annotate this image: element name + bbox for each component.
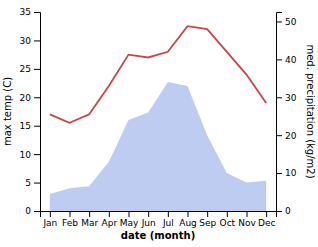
tick-label: 10 bbox=[285, 168, 297, 178]
tick-mark bbox=[109, 211, 110, 217]
y2-axis: 0 10 20 30 40 50 bbox=[276, 13, 297, 217]
tick-label: May bbox=[120, 218, 139, 228]
tick: May bbox=[120, 211, 139, 228]
tick-mark bbox=[266, 211, 267, 217]
tick: Jul bbox=[162, 211, 174, 228]
tick-label: 0 bbox=[25, 206, 31, 216]
tick-label: 50 bbox=[285, 17, 297, 27]
plot: Jan FebMar AprMayJun Jul AugSep OctNovDec 0 5 10… bbox=[20, 7, 297, 228]
tick-label: 25 bbox=[20, 64, 31, 74]
tick: Nov bbox=[238, 211, 256, 228]
tick: Jan bbox=[42, 211, 57, 228]
tick-label: Jun bbox=[141, 218, 156, 228]
tick: 15 bbox=[20, 121, 40, 131]
tick-mark bbox=[34, 126, 40, 127]
x-axis: Jan FebMar AprMayJun Jul AugSep OctNovDec bbox=[41, 211, 277, 228]
tick: 10 bbox=[276, 168, 297, 178]
tick-mark bbox=[207, 211, 208, 217]
tick-label: 15 bbox=[20, 121, 31, 131]
tick: 0 bbox=[25, 206, 40, 216]
tick-mark bbox=[34, 211, 40, 212]
tick-mark bbox=[276, 97, 282, 98]
tick: 50 bbox=[276, 17, 297, 27]
tick: 20 bbox=[276, 131, 297, 141]
tick: 10 bbox=[20, 150, 40, 160]
tick-mark bbox=[227, 211, 228, 217]
tick-label: Mar bbox=[81, 218, 98, 228]
temperature-line bbox=[50, 26, 266, 123]
axis-line bbox=[34, 13, 41, 212]
tick: 20 bbox=[20, 93, 40, 103]
tick-mark bbox=[34, 154, 40, 155]
axis-line bbox=[41, 212, 277, 218]
tick-label: 0 bbox=[285, 206, 291, 216]
tick: 35 bbox=[20, 7, 40, 17]
tick: 0 bbox=[276, 206, 291, 216]
precipitation-area bbox=[50, 82, 266, 211]
x-axis-title: date (month) bbox=[121, 230, 195, 241]
tick-mark bbox=[276, 21, 282, 22]
tick: Oct bbox=[220, 211, 236, 228]
tick-mark bbox=[276, 59, 282, 60]
tick-mark bbox=[50, 211, 51, 217]
tick-label: 20 bbox=[285, 131, 297, 141]
tick-mark bbox=[168, 211, 169, 217]
tick-label: Dec bbox=[258, 218, 275, 228]
tick: Sep bbox=[199, 211, 216, 228]
tick-label: 30 bbox=[20, 36, 32, 46]
y-axis: 0 5 10 15 20 25 30 35 bbox=[20, 7, 41, 216]
tick-label: Oct bbox=[220, 218, 236, 228]
tick: 25 bbox=[20, 64, 40, 74]
tick-label: Nov bbox=[238, 218, 256, 228]
tick-mark bbox=[148, 211, 149, 217]
tick-label: Jan bbox=[42, 218, 57, 228]
tick-label: Apr bbox=[102, 218, 118, 228]
tick-mark bbox=[276, 135, 282, 136]
tick: Mar bbox=[81, 211, 98, 228]
tick-label: 40 bbox=[285, 55, 297, 65]
tick: 30 bbox=[20, 36, 40, 46]
tick-label: 35 bbox=[20, 7, 31, 17]
chart: Jan FebMar AprMayJun Jul AugSep OctNovDec 0 5 10… bbox=[0, 0, 318, 247]
tick-label: 5 bbox=[25, 178, 31, 188]
tick: 40 bbox=[276, 55, 297, 65]
tick-label: 20 bbox=[20, 93, 32, 103]
tick-mark bbox=[34, 69, 40, 70]
tick: Dec bbox=[258, 211, 275, 228]
tick-label: Jul bbox=[162, 218, 174, 228]
tick-mark bbox=[34, 40, 40, 41]
tick-mark bbox=[276, 173, 282, 174]
tick-label: Aug bbox=[179, 218, 197, 228]
tick-mark bbox=[34, 12, 40, 13]
tick: Jun bbox=[141, 211, 156, 228]
tick-mark bbox=[247, 211, 248, 217]
axis-line bbox=[277, 13, 283, 212]
tick-mark bbox=[89, 211, 90, 217]
tick-label: Feb bbox=[62, 218, 78, 228]
tick-mark bbox=[34, 97, 40, 98]
tick-mark bbox=[276, 211, 282, 212]
tick-mark bbox=[34, 183, 40, 184]
tick-mark bbox=[70, 211, 71, 217]
tick-mark bbox=[188, 211, 189, 217]
tick-label: 10 bbox=[20, 150, 32, 160]
marks bbox=[50, 26, 266, 211]
tick-mark bbox=[129, 211, 130, 217]
tick: Apr bbox=[102, 211, 118, 228]
tick: Feb bbox=[62, 211, 78, 228]
tick: 30 bbox=[276, 93, 297, 103]
tick: Aug bbox=[179, 211, 197, 228]
tick-label: 30 bbox=[285, 93, 297, 103]
tick: 5 bbox=[25, 178, 40, 188]
y-axis-title: max temp (C) bbox=[2, 77, 13, 146]
tick-label: Sep bbox=[199, 218, 216, 228]
y2-axis-title: med. precipitation (kg/m2) bbox=[305, 44, 316, 178]
